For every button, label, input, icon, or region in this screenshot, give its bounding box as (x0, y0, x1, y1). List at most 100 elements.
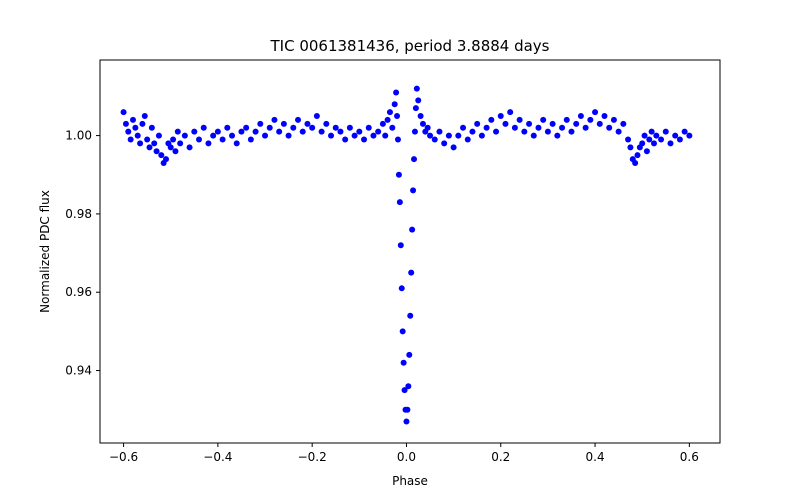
data-point (648, 128, 655, 135)
data-point (233, 140, 240, 147)
data-point (662, 128, 669, 135)
data-point (502, 120, 509, 127)
data-point (167, 144, 174, 151)
data-point (304, 120, 311, 127)
data-point (625, 136, 632, 143)
data-point (191, 128, 198, 135)
data-point (238, 128, 245, 135)
data-point (404, 406, 411, 413)
plot-frame (99, 59, 721, 444)
data-point (411, 128, 418, 135)
data-point (419, 120, 426, 127)
data-point (483, 124, 490, 131)
data-point (398, 285, 405, 292)
data-point (587, 116, 594, 123)
data-point (573, 120, 580, 127)
data-point (389, 124, 396, 131)
data-point (395, 171, 402, 178)
data-point (554, 132, 561, 139)
data-point (393, 89, 400, 96)
data-point (544, 128, 551, 135)
data-point (137, 140, 144, 147)
data-point (148, 124, 155, 131)
data-point (200, 124, 207, 131)
data-point (141, 113, 148, 119)
data-point (450, 144, 457, 151)
data-point (127, 136, 134, 143)
y-axis-ticks: 0.94 0.96 0.98 1.00 (65, 129, 100, 378)
data-point (375, 128, 382, 135)
data-point (464, 136, 471, 143)
data-point (653, 132, 660, 139)
data-point (155, 132, 162, 139)
data-point (386, 109, 393, 116)
y-tick-label: 0.98 (65, 207, 92, 221)
data-point (606, 124, 613, 131)
data-point (620, 120, 627, 127)
data-point (424, 124, 431, 131)
data-point (309, 124, 316, 131)
data-point (401, 387, 408, 394)
data-point (280, 120, 287, 127)
data-point (337, 128, 344, 135)
data-point (526, 120, 533, 127)
data-point (601, 113, 608, 119)
data-point (146, 144, 153, 151)
data-point (365, 124, 372, 131)
data-point (257, 120, 264, 127)
data-point (382, 132, 389, 139)
data-point (592, 109, 599, 116)
data-point (210, 132, 217, 139)
y-tick-label: 1.00 (65, 129, 92, 143)
data-point (406, 351, 413, 358)
data-point (163, 156, 170, 163)
data-point (634, 152, 641, 159)
data-point (469, 128, 476, 135)
data-point (559, 124, 566, 131)
data-point (563, 116, 570, 123)
data-point (243, 124, 250, 131)
data-point (299, 128, 306, 135)
y-tick-label: 0.96 (65, 285, 92, 299)
data-point (130, 116, 136, 123)
data-point (610, 116, 617, 123)
chart-title: TIC 0061381436, period 3.8884 days (269, 37, 549, 55)
data-point (415, 97, 422, 104)
data-point (488, 116, 495, 123)
data-point (540, 116, 547, 123)
data-point (313, 113, 320, 119)
data-point (516, 116, 523, 123)
data-point (170, 136, 177, 143)
data-point (361, 136, 368, 143)
data-point (639, 140, 646, 147)
data-point (409, 226, 416, 233)
data-point (627, 144, 634, 151)
data-point (177, 140, 184, 147)
data-point (158, 152, 165, 159)
data-point (391, 101, 398, 108)
data-point (405, 383, 412, 390)
data-point (549, 120, 556, 127)
data-point (427, 132, 434, 139)
x-tick-label: −0.2 (298, 450, 327, 464)
data-point (632, 159, 639, 166)
data-point (186, 144, 193, 151)
data-point (596, 120, 603, 127)
data-point (478, 132, 485, 139)
data-point (120, 109, 127, 116)
data-point (346, 124, 353, 131)
data-point (413, 85, 420, 92)
data-point (417, 113, 424, 119)
data-point (521, 128, 528, 135)
data-point (266, 124, 273, 131)
data-point (400, 359, 407, 366)
data-point (224, 124, 231, 131)
plot-area (100, 60, 720, 443)
data-point (667, 140, 674, 147)
data-point (252, 128, 259, 135)
data-point (411, 156, 418, 163)
data-point (681, 128, 688, 135)
data-point (122, 120, 129, 127)
data-point (511, 124, 518, 131)
